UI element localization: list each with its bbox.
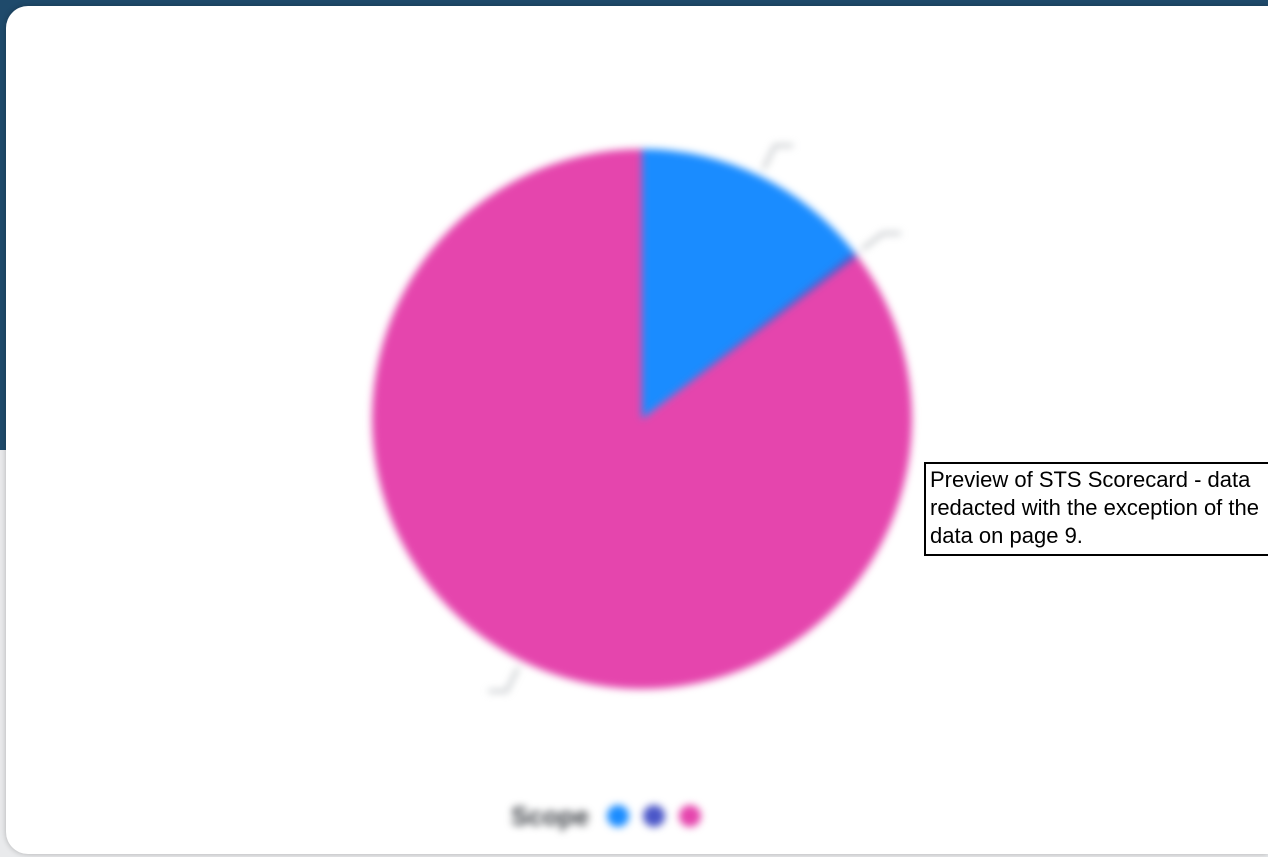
slice-leader-line [488,667,520,693]
legend-swatch [679,805,702,827]
chart-panel: Scope [6,6,1268,854]
legend-item[interactable] [607,805,633,827]
pie-slice[interactable] [642,252,858,419]
legend-swatch [643,805,666,827]
pie-slice[interactable] [372,149,913,689]
redaction-notice: Preview of STS Scorecard - data redacted… [924,462,1268,556]
pie-chart [372,144,913,693]
slice-leader-line [861,232,901,251]
legend-title: Scope [511,800,590,831]
pie-slice[interactable] [642,149,855,419]
legend-swatch [607,805,630,827]
legend: Scope [511,798,705,834]
slice-leader-line [762,144,793,170]
legend-item[interactable] [643,805,669,827]
legend-item[interactable] [679,805,705,827]
